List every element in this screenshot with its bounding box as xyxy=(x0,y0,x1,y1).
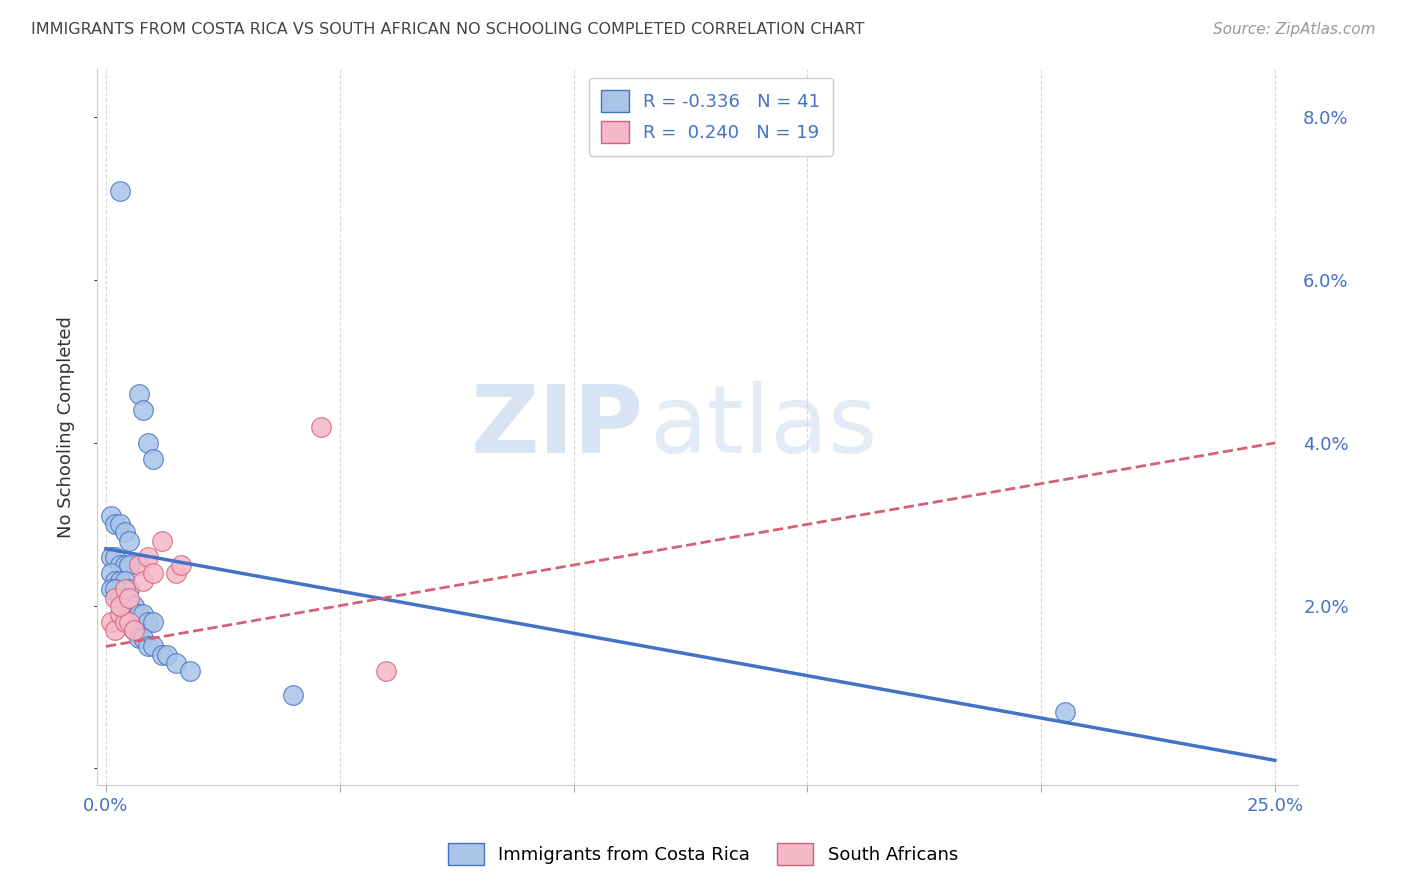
Point xyxy=(118,558,141,572)
Point xyxy=(108,517,131,532)
Point xyxy=(136,549,159,564)
Point xyxy=(128,558,150,572)
Point xyxy=(104,549,127,564)
Point xyxy=(1053,705,1076,719)
Point xyxy=(122,623,145,637)
Point xyxy=(118,599,141,613)
Point xyxy=(100,615,122,629)
Point xyxy=(100,549,122,564)
Point xyxy=(128,387,150,401)
Point xyxy=(118,615,141,629)
Point xyxy=(132,574,155,589)
Point xyxy=(108,574,131,589)
Point xyxy=(122,623,145,637)
Point xyxy=(104,582,127,597)
Point xyxy=(108,558,131,572)
Point xyxy=(100,566,122,581)
Point xyxy=(108,599,131,613)
Point xyxy=(156,648,179,662)
Text: Source: ZipAtlas.com: Source: ZipAtlas.com xyxy=(1212,22,1375,37)
Point xyxy=(114,558,136,572)
Point xyxy=(132,632,155,646)
Point xyxy=(104,574,127,589)
Point xyxy=(108,184,131,198)
Point xyxy=(114,591,136,605)
Point xyxy=(136,436,159,450)
Point xyxy=(108,607,131,621)
Point xyxy=(118,533,141,548)
Point xyxy=(132,403,155,417)
Point xyxy=(150,533,173,548)
Legend: Immigrants from Costa Rica, South Africans: Immigrants from Costa Rica, South Africa… xyxy=(439,834,967,874)
Point xyxy=(100,582,122,597)
Legend: R = -0.336   N = 41, R =  0.240   N = 19: R = -0.336 N = 41, R = 0.240 N = 19 xyxy=(589,78,832,156)
Point xyxy=(104,623,127,637)
Text: ZIP: ZIP xyxy=(471,381,644,473)
Text: IMMIGRANTS FROM COSTA RICA VS SOUTH AFRICAN NO SCHOOLING COMPLETED CORRELATION C: IMMIGRANTS FROM COSTA RICA VS SOUTH AFRI… xyxy=(31,22,865,37)
Point xyxy=(114,582,136,597)
Point xyxy=(142,566,165,581)
Point xyxy=(165,656,187,670)
Point xyxy=(179,664,201,678)
Point xyxy=(170,558,193,572)
Point xyxy=(165,566,187,581)
Text: atlas: atlas xyxy=(650,381,877,473)
Point xyxy=(142,452,165,467)
Point xyxy=(128,607,150,621)
Point xyxy=(128,632,150,646)
Point xyxy=(114,574,136,589)
Point xyxy=(100,509,122,524)
Point xyxy=(142,615,165,629)
Point xyxy=(104,517,127,532)
Point xyxy=(150,648,173,662)
Point xyxy=(118,582,141,597)
Point xyxy=(118,591,141,605)
Y-axis label: No Schooling Completed: No Schooling Completed xyxy=(58,316,75,538)
Point xyxy=(375,664,398,678)
Point xyxy=(122,599,145,613)
Point xyxy=(309,419,332,434)
Point xyxy=(142,640,165,654)
Point xyxy=(104,591,127,605)
Point xyxy=(108,591,131,605)
Point xyxy=(281,688,304,702)
Point xyxy=(114,615,136,629)
Point xyxy=(136,640,159,654)
Point xyxy=(136,615,159,629)
Point xyxy=(114,525,136,540)
Point xyxy=(132,607,155,621)
